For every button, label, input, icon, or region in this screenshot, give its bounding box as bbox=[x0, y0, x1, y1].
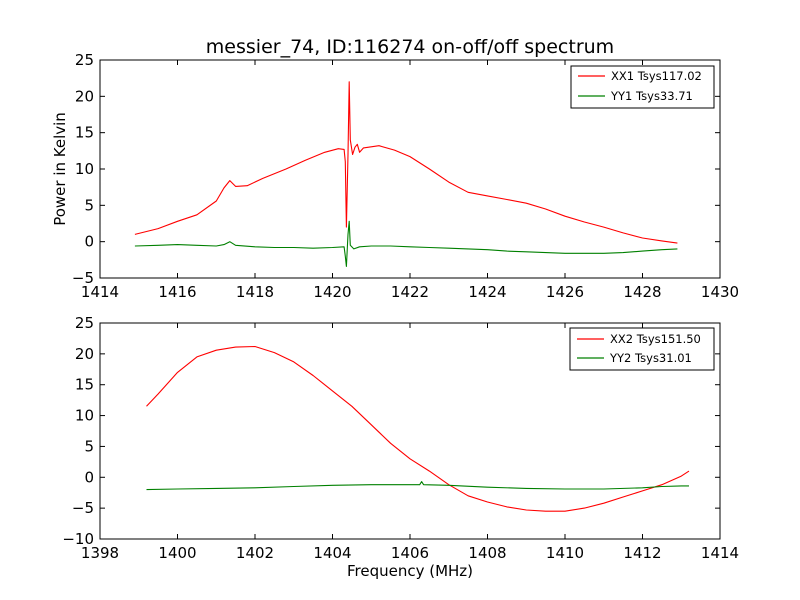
bottom-x-tick-label: 1408 bbox=[468, 544, 506, 562]
bottom-plot: 1398 1400 1402 1404 1406 1408 1410 1412 1414 −10… bbox=[62, 314, 739, 562]
top-x-tick-label: 1422 bbox=[391, 283, 429, 301]
bottom-x-tick-label: 1404 bbox=[313, 544, 351, 562]
top-y-tick-label: 0 bbox=[84, 233, 94, 251]
top-series-line-0 bbox=[134, 81, 678, 244]
bottom-x-tick-label: 1400 bbox=[158, 544, 196, 562]
bottom-x-axis: 1398 1400 1402 1404 1406 1408 1410 1412 1414 bbox=[81, 323, 739, 562]
bottom-y-axis: −10 −5 0 5 10 15 20 25 bbox=[62, 314, 720, 548]
bottom-legend-label-yy2: YY2 Tsys31.01 bbox=[609, 351, 692, 365]
bottom-y-tick-label: −10 bbox=[62, 530, 94, 548]
top-x-tick-label: 1416 bbox=[158, 283, 196, 301]
top-x-tick-label: 1426 bbox=[546, 283, 584, 301]
top-x-axis: 1414 1416 1418 1420 1422 1424 1426 1428 1430 bbox=[81, 60, 739, 301]
bottom-x-tick-label: 1414 bbox=[701, 544, 739, 562]
bottom-y-tick-label: 15 bbox=[75, 376, 94, 394]
bottom-series-line-1 bbox=[146, 481, 689, 491]
top-x-tick-label: 1424 bbox=[468, 283, 506, 301]
top-legend-label-yy1: YY1 Tsys33.71 bbox=[610, 89, 693, 103]
top-legend-label-xx1: XX1 Tsys117.02 bbox=[611, 69, 702, 83]
y-axis-label: Power in Kelvin bbox=[51, 112, 69, 226]
bottom-series-line-0 bbox=[146, 345, 690, 512]
top-x-tick-label: 1430 bbox=[701, 283, 739, 301]
top-y-tick-label: 20 bbox=[75, 87, 94, 105]
top-y-tick-label: 25 bbox=[75, 51, 94, 69]
bottom-legend: XX2 Tsys151.50 YY2 Tsys31.01 bbox=[569, 327, 715, 371]
top-y-tick-label: 10 bbox=[75, 160, 94, 178]
top-x-tick-label: 1428 bbox=[623, 283, 661, 301]
bottom-y-tick-label: 25 bbox=[75, 314, 94, 332]
top-legend: XX1 Tsys117.02 YY1 Tsys33.71 bbox=[570, 65, 715, 109]
bottom-x-tick-label: 1410 bbox=[546, 544, 584, 562]
chart-title: messier_74, ID:116274 on-off/off spectru… bbox=[206, 36, 614, 58]
top-y-axis: −5 0 5 10 15 20 25 bbox=[72, 51, 720, 287]
top-y-tick-label: 5 bbox=[84, 196, 94, 214]
bottom-y-tick-label: 5 bbox=[84, 437, 94, 455]
top-plot: 1414 1416 1418 1420 1422 1424 1426 1428 1430 −5 0… bbox=[72, 51, 739, 301]
top-y-tick-label: −5 bbox=[72, 269, 94, 287]
bottom-x-tick-label: 1402 bbox=[236, 544, 274, 562]
bottom-y-tick-label: −5 bbox=[72, 499, 94, 517]
top-x-tick-label: 1420 bbox=[313, 283, 351, 301]
bottom-legend-label-xx2: XX2 Tsys151.50 bbox=[610, 332, 701, 346]
bottom-y-tick-label: 10 bbox=[75, 407, 94, 425]
top-y-tick-label: 15 bbox=[75, 124, 94, 142]
bottom-y-tick-label: 20 bbox=[75, 345, 94, 363]
bottom-x-tick-label: 1412 bbox=[623, 544, 661, 562]
top-legend-box bbox=[570, 65, 715, 109]
top-x-tick-label: 1418 bbox=[236, 283, 274, 301]
bottom-plot-lines bbox=[146, 345, 690, 512]
bottom-legend-box bbox=[569, 327, 715, 371]
x-axis-label: Frequency (MHz) bbox=[347, 562, 473, 580]
bottom-y-tick-label: 0 bbox=[84, 468, 94, 486]
bottom-x-tick-label: 1398 bbox=[81, 544, 119, 562]
top-x-tick-label: 1414 bbox=[81, 283, 119, 301]
top-series-line-1 bbox=[134, 220, 678, 267]
bottom-x-tick-label: 1406 bbox=[391, 544, 429, 562]
top-plot-lines bbox=[134, 81, 678, 267]
